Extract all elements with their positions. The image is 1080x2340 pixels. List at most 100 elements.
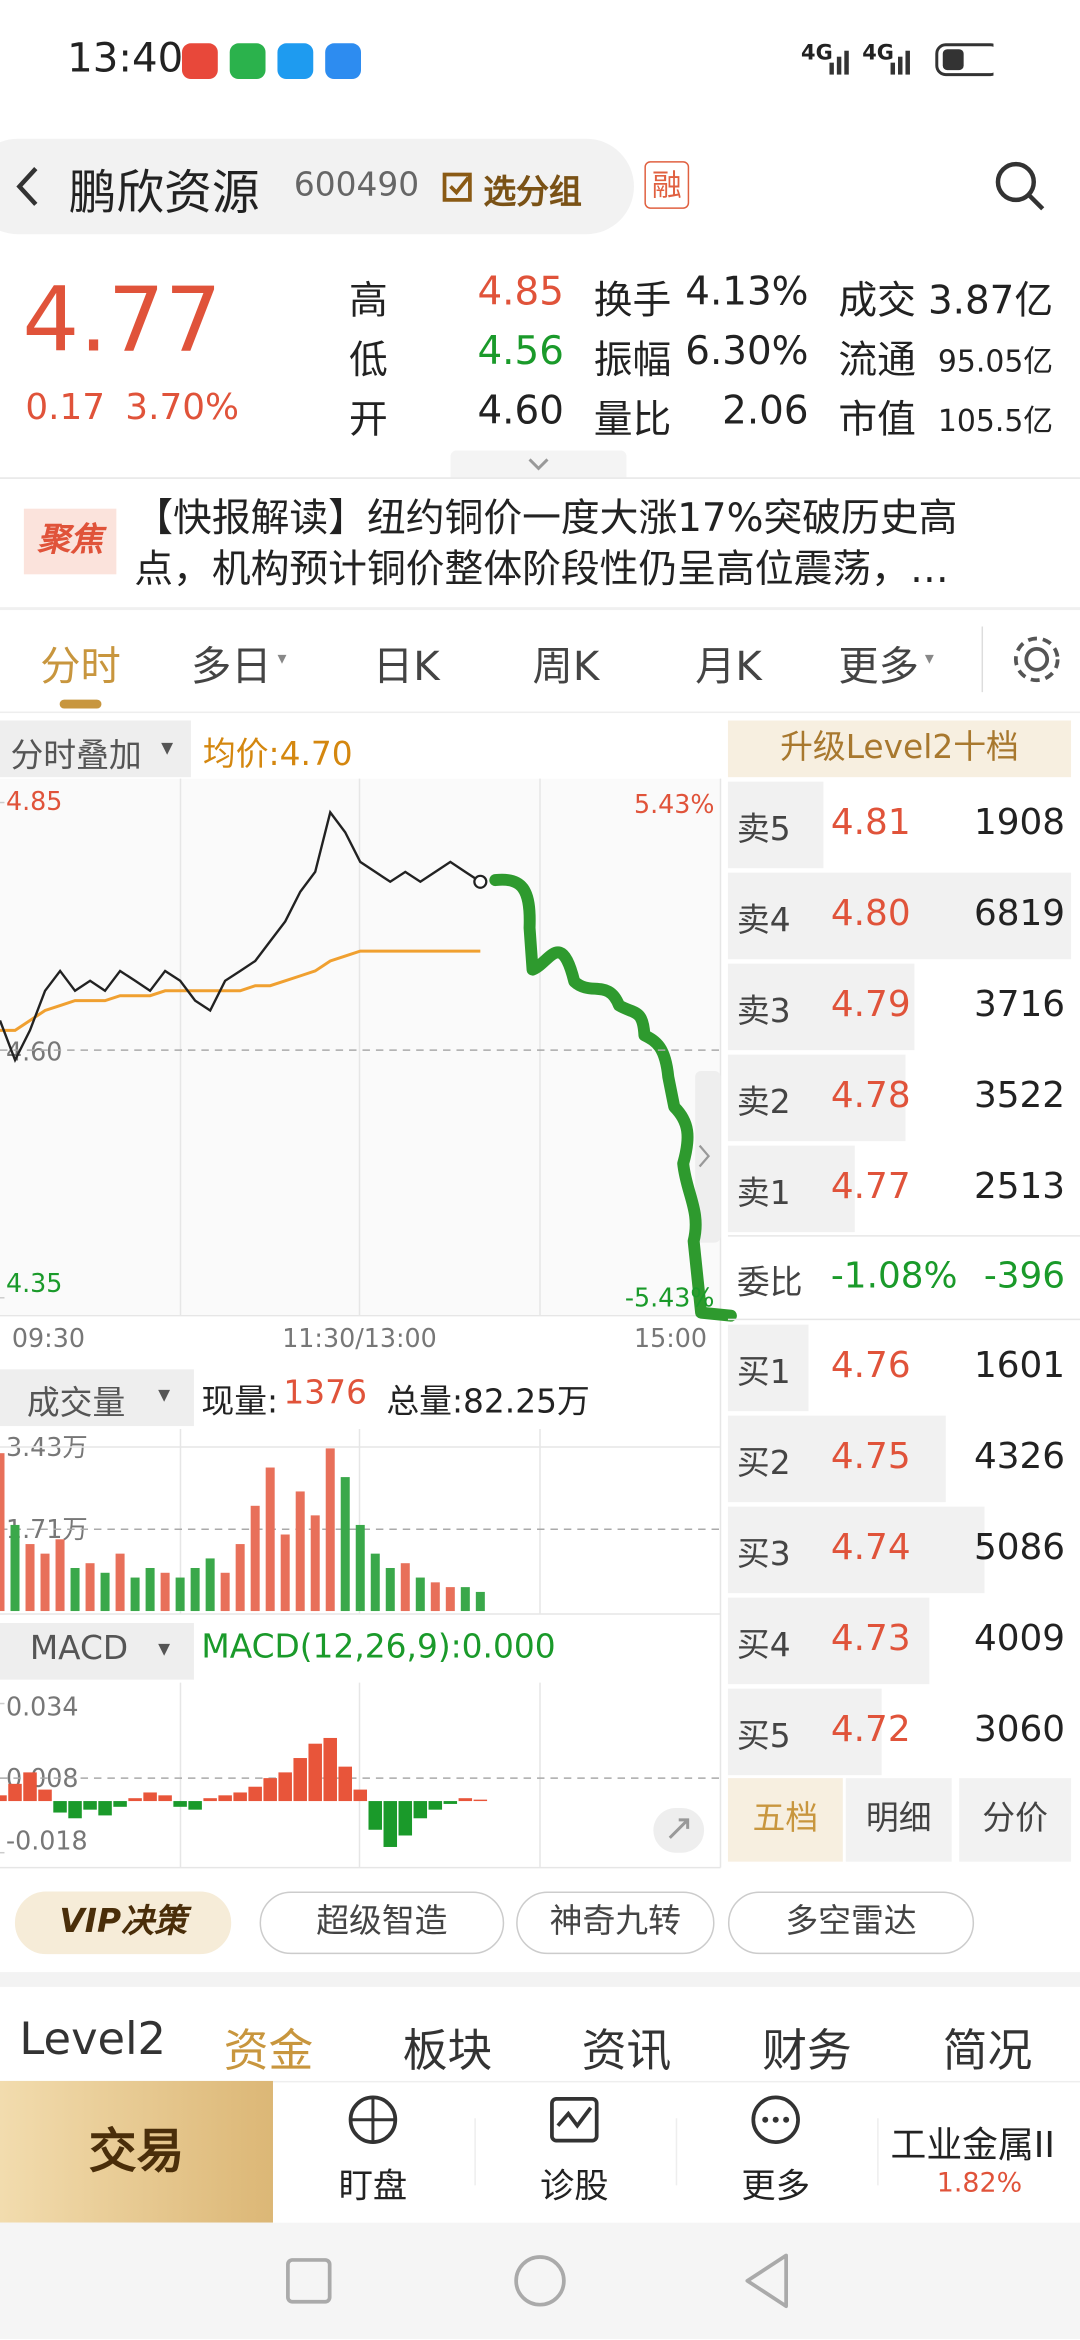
tool-button[interactable]: 超级智造 <box>259 1891 505 1955</box>
back-button[interactable] <box>12 164 45 209</box>
book-price: 4.80 <box>830 892 911 934</box>
expand-icon <box>668 1818 690 1839</box>
book-price: 4.79 <box>830 983 911 1025</box>
volume-bar <box>160 1572 170 1612</box>
tool-button[interactable]: 多空雷达 <box>727 1891 975 1955</box>
tool-button[interactable]: VIP决策 <box>14 1891 232 1955</box>
dropdown-arrow: ▾ <box>158 1379 171 1409</box>
section-tab[interactable]: 财务 <box>762 2025 852 2078</box>
chart-tab[interactable]: 分时 <box>40 644 121 691</box>
volume-button[interactable]: 成交量 <box>26 1385 126 1424</box>
chart-tab[interactable]: 月K <box>695 644 762 691</box>
volume-bar <box>250 1505 260 1612</box>
margin-badge: 融 <box>644 161 690 209</box>
sector-name[interactable]: 工业金属II <box>890 2124 1055 2166</box>
overlay-button-bg[interactable] <box>0 720 191 778</box>
depth-bar <box>727 1688 882 1776</box>
macd-bar <box>458 1798 473 1802</box>
macd-bar <box>113 1801 127 1807</box>
macd-bar <box>53 1801 67 1813</box>
stock-name: 鹏欣资源 <box>68 164 260 221</box>
stat-value: 4.85 <box>477 269 564 315</box>
book-label: 卖1 <box>736 1175 791 1213</box>
group-button[interactable]: 选分组 <box>483 174 582 212</box>
depth-bar <box>727 1145 855 1233</box>
book-tab[interactable]: 分价 <box>959 1778 1072 1862</box>
book-volume: 3522 <box>973 1074 1066 1116</box>
chart-tab[interactable]: 周K <box>532 644 600 691</box>
book-price: 4.77 <box>830 1165 911 1207</box>
stat-value: 4.56 <box>477 329 564 375</box>
check-icon <box>442 172 472 202</box>
macd-button[interactable]: MACD <box>29 1630 129 1668</box>
stat-value: 4.60 <box>477 389 564 435</box>
depth-bar <box>727 1597 930 1685</box>
volume-bar <box>370 1553 380 1612</box>
depth-bar <box>727 1506 984 1594</box>
macd-bar <box>293 1758 307 1802</box>
depth-bar <box>727 1054 906 1142</box>
stat-label: 高 <box>349 278 388 324</box>
section-tab[interactable]: 板块 <box>402 2025 493 2078</box>
stat-value: 105.5亿 <box>937 402 1054 439</box>
macd-button-bg[interactable] <box>0 1622 194 1680</box>
chart-tab[interactable]: 日K <box>372 644 440 691</box>
chart-tab[interactable]: 多日 <box>190 644 272 691</box>
stat-value: 95.05亿 <box>937 343 1054 379</box>
macd-bar <box>323 1737 337 1802</box>
level2-upgrade[interactable]: 升级Level2十档 <box>727 720 1072 778</box>
macd-bar <box>143 1792 157 1802</box>
trade-button[interactable]: 交易 <box>0 2080 273 2223</box>
macd-bar <box>203 1798 217 1802</box>
stat-value: 4.13% <box>685 269 809 315</box>
price-change: 0.17 <box>25 386 106 429</box>
stat-value: 2.06 <box>722 389 809 435</box>
dropdown-arrow: ▾ <box>161 732 174 761</box>
chevron <box>528 458 549 471</box>
divider <box>0 1972 1080 1987</box>
search-button[interactable] <box>993 160 1047 214</box>
overlay-button[interactable]: 分时叠加 <box>10 738 142 776</box>
volume-bar <box>340 1477 350 1612</box>
chart-tab[interactable]: 更多 <box>838 644 919 691</box>
news-badge: 聚焦 <box>23 508 117 575</box>
settings-button[interactable] <box>1010 632 1064 686</box>
volume-button-bg[interactable] <box>0 1369 194 1427</box>
section-tab[interactable]: 资金 <box>223 2025 314 2078</box>
app-icon <box>325 43 361 80</box>
book-tab[interactable]: 五档 <box>727 1778 843 1862</box>
tool-button[interactable]: 神奇九转 <box>516 1891 715 1955</box>
dropdown-arrow: ▾ <box>158 1633 171 1662</box>
x-tick-label: 11:30/13:00 <box>282 1323 437 1353</box>
news-headline[interactable]: 【快报解读】纽约铜价一度大涨17%突破历史高点，机构预计铜价整体阶段性仍呈高位震… <box>134 496 958 593</box>
system-nav-icons <box>286 2253 788 2309</box>
volume-bar <box>430 1582 440 1612</box>
macd-bar <box>248 1786 262 1802</box>
book-price: 4.73 <box>830 1617 911 1659</box>
current-volume-label: 现量: <box>201 1384 279 1422</box>
nav-item[interactable]: 盯盘 <box>338 2167 408 2207</box>
macd-bar <box>383 1801 398 1847</box>
expand-tab[interactable] <box>450 450 627 478</box>
volume-bar <box>400 1563 410 1612</box>
nav-item[interactable]: 诊股 <box>539 2167 609 2207</box>
macd-bar <box>68 1801 82 1819</box>
book-price: 4.76 <box>830 1344 911 1386</box>
macd-bar <box>128 1798 142 1802</box>
section-tab[interactable]: 资讯 <box>581 2025 672 2078</box>
ratio-label: 委比 <box>736 1264 803 1303</box>
stat-value: 6.30% <box>685 329 809 375</box>
book-volume: 4009 <box>973 1617 1066 1659</box>
book-tab[interactable]: 明细 <box>845 1778 952 1862</box>
avg-price-label: 均价:4.70 <box>202 736 353 775</box>
stat-label: 市值 <box>838 398 916 444</box>
section-tab[interactable]: 简况 <box>942 2025 1033 2078</box>
nav-item[interactable]: 更多 <box>741 2167 810 2207</box>
book-label: 买5 <box>736 1718 791 1756</box>
macd-bar <box>23 1772 37 1802</box>
dropdown-arrow: ▾ <box>924 647 934 669</box>
section-tab[interactable]: Level2 <box>19 2013 166 2067</box>
app-icon <box>277 43 314 80</box>
macd-bar <box>188 1801 202 1810</box>
